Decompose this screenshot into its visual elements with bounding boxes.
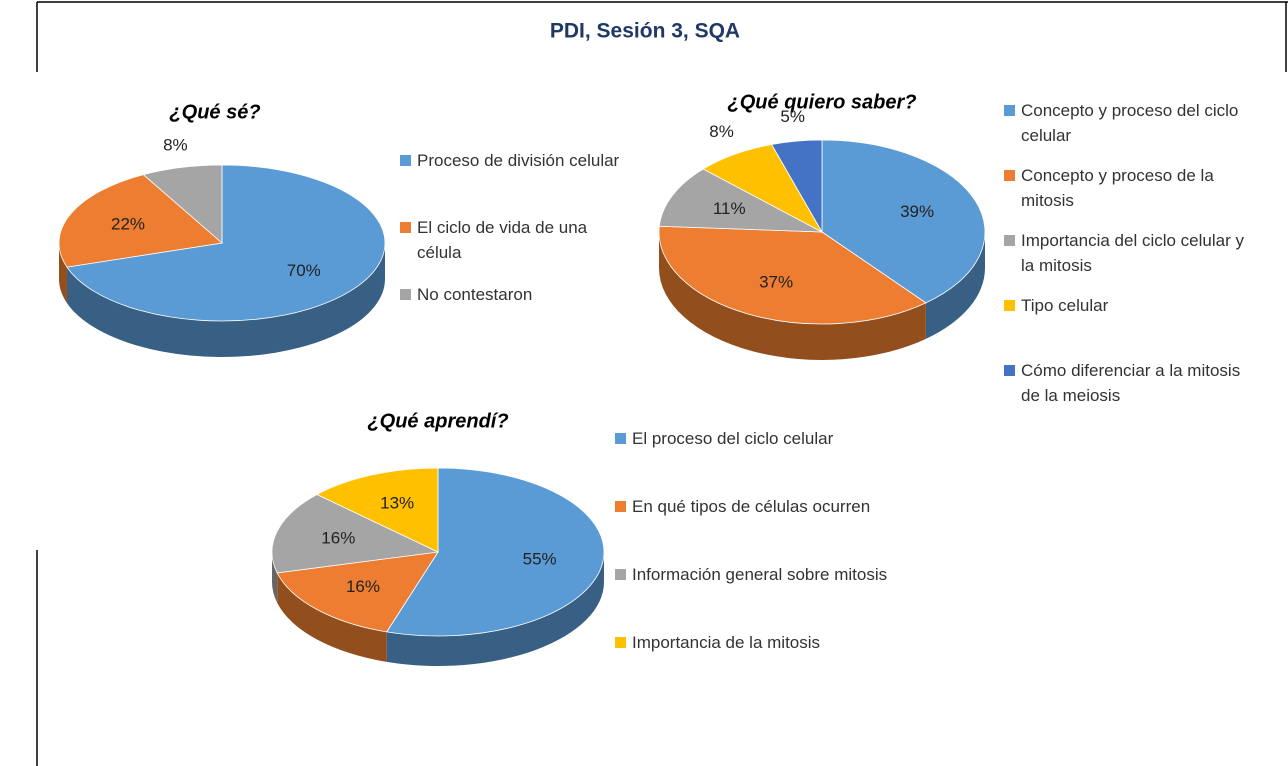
legend-swatch xyxy=(400,289,411,300)
legend-swatch xyxy=(1004,170,1015,181)
legend: El proceso del ciclo celular En qué tipos… xyxy=(615,426,905,698)
legend-label: Importancia de la mitosis xyxy=(632,633,821,652)
data-label: 11% xyxy=(713,199,746,218)
legend-item: Concepto y proceso de la mitosis xyxy=(1004,163,1259,228)
pie-slice xyxy=(821,139,986,304)
data-label: 5% xyxy=(780,107,805,126)
pie-title: ¿Qué quiero saber? xyxy=(728,91,917,113)
pie-slice-side xyxy=(386,552,604,666)
pie-slice-side xyxy=(659,232,926,360)
page-title: PDI, Sesión 3, SQA xyxy=(550,20,740,43)
data-label: 16% xyxy=(321,529,355,548)
data-label: 13% xyxy=(380,494,414,513)
data-label: 8% xyxy=(709,122,734,141)
legend-label: Proceso de división celular xyxy=(417,151,620,170)
pie-slice xyxy=(58,174,223,268)
pie-title: ¿Qué aprendí? xyxy=(367,410,508,432)
legend-swatch xyxy=(1004,105,1015,116)
data-label: 55% xyxy=(523,550,557,569)
data-label: 22% xyxy=(111,215,145,234)
legend-label: Información general sobre mitosis xyxy=(632,565,888,584)
data-label: 70% xyxy=(287,261,321,280)
pie-slice xyxy=(271,494,440,574)
legend-swatch xyxy=(615,569,626,580)
legend-swatch xyxy=(400,222,411,233)
legend-label: Concepto y proceso del ciclo celular xyxy=(1021,101,1239,145)
pie-title: ¿Qué sé? xyxy=(169,101,260,123)
legend-swatch xyxy=(1004,300,1015,311)
legend: Concepto y proceso del ciclo celular Conc… xyxy=(1004,98,1259,423)
data-label: 8% xyxy=(163,136,188,155)
pie-slice-side xyxy=(59,243,67,304)
legend-swatch xyxy=(1004,365,1015,376)
data-label: 37% xyxy=(759,272,793,291)
legend-label: En qué tipos de células ocurren xyxy=(632,497,871,516)
legend-label: Tipo celular xyxy=(1021,296,1109,315)
legend-label: El proceso del ciclo celular xyxy=(632,429,834,448)
pie-slice-side xyxy=(66,243,386,357)
legend-label: Cómo diferenciar a la mitosis de la meio… xyxy=(1021,361,1241,405)
legend-item: Tipo celular xyxy=(1004,293,1259,358)
pie-slice xyxy=(658,225,927,325)
pie-slice-side xyxy=(272,552,278,603)
pie-slice xyxy=(142,164,223,244)
legend-item: Cómo diferenciar a la mitosis de la meio… xyxy=(1004,358,1259,423)
legend-swatch xyxy=(615,433,626,444)
legend-swatch xyxy=(1004,235,1015,246)
legend-label: Concepto y proceso de la mitosis xyxy=(1021,166,1214,210)
pie-slice xyxy=(658,168,823,233)
pie-slice xyxy=(316,467,439,553)
pie-slice-side xyxy=(277,572,387,662)
legend-swatch xyxy=(615,501,626,512)
legend-item: Importancia de la mitosis xyxy=(615,630,905,698)
legend-item: Importancia del ciclo celular y la mitos… xyxy=(1004,228,1259,293)
legend-label: No contestaron xyxy=(417,285,533,304)
legend-item: No contestaron xyxy=(400,282,635,349)
legend-item: Concepto y proceso del ciclo celular xyxy=(1004,98,1259,163)
legend-label: Importancia del ciclo celular y la mitos… xyxy=(1021,231,1244,275)
pie-slice xyxy=(66,164,386,322)
pie-slice xyxy=(276,551,439,633)
legend-swatch xyxy=(615,637,626,648)
legend: Proceso de división celular El ciclo de v… xyxy=(400,148,635,349)
pie-slice xyxy=(771,139,823,234)
pie-slice xyxy=(386,467,605,637)
data-label: 39% xyxy=(900,202,934,221)
legend-item: Proceso de división celular xyxy=(400,148,635,215)
legend-item: El ciclo de vida de una célula xyxy=(400,215,635,282)
legend-label: El ciclo de vida de una célula xyxy=(417,218,588,262)
legend-swatch xyxy=(400,155,411,166)
legend-item: En qué tipos de células ocurren xyxy=(615,494,905,562)
legend-item: Información general sobre mitosis xyxy=(615,562,905,630)
data-label: 16% xyxy=(346,577,380,596)
legend-item: El proceso del ciclo celular xyxy=(615,426,905,494)
